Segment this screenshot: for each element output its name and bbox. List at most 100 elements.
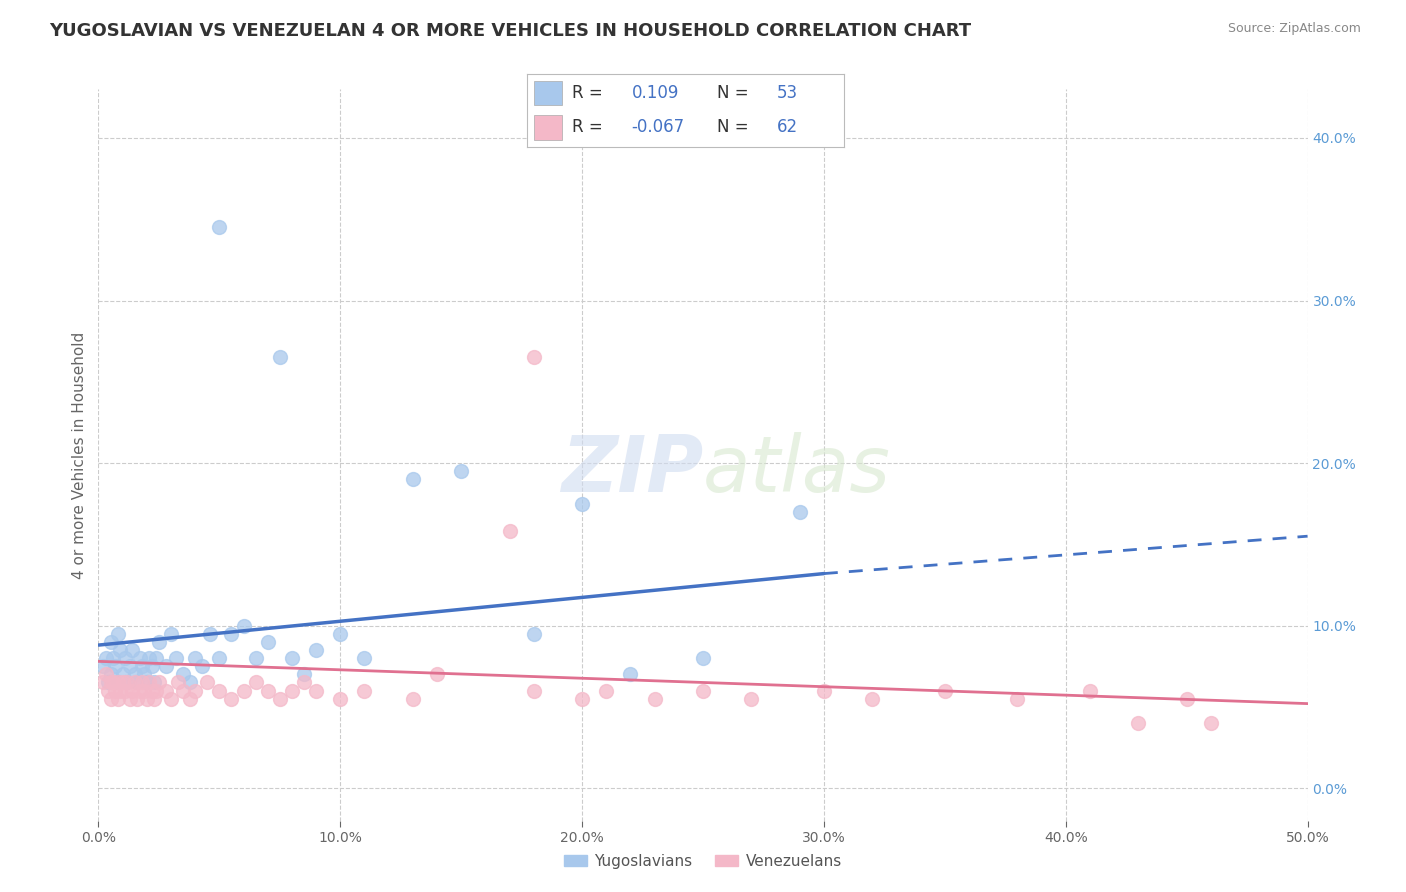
Point bbox=[329, 626, 352, 640]
Point bbox=[100, 635, 122, 649]
Point bbox=[245, 675, 267, 690]
Bar bbox=[534, 115, 562, 140]
Point bbox=[148, 635, 170, 649]
Point bbox=[191, 659, 214, 673]
Point bbox=[426, 667, 449, 681]
Point bbox=[179, 675, 201, 690]
Point bbox=[172, 683, 194, 698]
Point bbox=[523, 626, 546, 640]
Point bbox=[208, 651, 231, 665]
Point bbox=[1078, 683, 1101, 698]
Point bbox=[305, 683, 328, 698]
Point bbox=[100, 667, 122, 681]
Point bbox=[141, 659, 163, 673]
Point bbox=[91, 659, 114, 673]
Point bbox=[97, 683, 120, 698]
Text: N =: N = bbox=[717, 119, 748, 136]
Point bbox=[100, 675, 122, 690]
Point bbox=[148, 675, 170, 690]
Point bbox=[184, 651, 207, 665]
Point bbox=[117, 675, 139, 690]
Point bbox=[100, 691, 122, 706]
Text: atlas: atlas bbox=[703, 432, 891, 508]
Point bbox=[692, 683, 714, 698]
Point bbox=[1199, 716, 1222, 731]
Point bbox=[165, 651, 187, 665]
Legend: Yugoslavians, Venezuelans: Yugoslavians, Venezuelans bbox=[558, 848, 848, 875]
Point bbox=[97, 675, 120, 690]
Y-axis label: 4 or more Vehicles in Household: 4 or more Vehicles in Household bbox=[72, 331, 87, 579]
Point bbox=[269, 691, 291, 706]
Point bbox=[143, 691, 166, 706]
Point bbox=[124, 675, 146, 690]
Point bbox=[269, 351, 291, 365]
Point bbox=[124, 667, 146, 681]
Point bbox=[571, 497, 593, 511]
Text: R =: R = bbox=[571, 84, 602, 102]
Point bbox=[160, 626, 183, 640]
Point bbox=[1175, 691, 1198, 706]
Point bbox=[221, 626, 243, 640]
Point bbox=[107, 675, 129, 690]
Point bbox=[179, 691, 201, 706]
Point bbox=[111, 675, 134, 690]
Point bbox=[221, 691, 243, 706]
Text: -0.067: -0.067 bbox=[631, 119, 685, 136]
Point bbox=[292, 675, 315, 690]
Point bbox=[135, 691, 157, 706]
Point bbox=[118, 691, 141, 706]
Point bbox=[160, 691, 183, 706]
Point bbox=[108, 683, 131, 698]
Point bbox=[329, 691, 352, 706]
Point bbox=[1128, 716, 1150, 731]
Point bbox=[523, 351, 546, 365]
Point bbox=[135, 675, 157, 690]
Point bbox=[101, 675, 124, 690]
Point bbox=[131, 659, 153, 673]
Text: N =: N = bbox=[717, 84, 748, 102]
Point bbox=[450, 464, 472, 478]
Point bbox=[127, 675, 149, 690]
Point bbox=[184, 683, 207, 698]
Point bbox=[155, 659, 177, 673]
Point bbox=[167, 675, 190, 690]
Point bbox=[107, 691, 129, 706]
Point bbox=[1007, 691, 1029, 706]
Point bbox=[111, 667, 134, 681]
Point bbox=[134, 667, 156, 681]
Point bbox=[131, 675, 153, 690]
Point bbox=[118, 659, 141, 673]
Point bbox=[155, 683, 177, 698]
Point bbox=[114, 651, 136, 665]
Point bbox=[104, 659, 127, 673]
Point bbox=[619, 667, 641, 681]
Point bbox=[138, 675, 160, 690]
Point bbox=[813, 683, 835, 698]
Point bbox=[232, 618, 254, 632]
Point bbox=[94, 651, 117, 665]
Point bbox=[571, 691, 593, 706]
Point bbox=[692, 651, 714, 665]
Point bbox=[789, 505, 811, 519]
Point bbox=[104, 683, 127, 698]
Text: R =: R = bbox=[571, 119, 602, 136]
Text: 0.109: 0.109 bbox=[631, 84, 679, 102]
Point bbox=[198, 626, 221, 640]
Point bbox=[292, 667, 315, 681]
Point bbox=[195, 675, 218, 690]
Point bbox=[108, 643, 131, 657]
Point bbox=[107, 675, 129, 690]
Point bbox=[934, 683, 956, 698]
Text: YUGOSLAVIAN VS VENEZUELAN 4 OR MORE VEHICLES IN HOUSEHOLD CORRELATION CHART: YUGOSLAVIAN VS VENEZUELAN 4 OR MORE VEHI… bbox=[49, 22, 972, 40]
Bar bbox=[534, 80, 562, 105]
Point bbox=[208, 220, 231, 235]
Point bbox=[101, 651, 124, 665]
Point bbox=[128, 683, 150, 698]
Point bbox=[740, 691, 762, 706]
Text: 62: 62 bbox=[778, 119, 799, 136]
Point bbox=[145, 683, 167, 698]
Point bbox=[172, 667, 194, 681]
Point bbox=[134, 683, 156, 698]
Point bbox=[141, 683, 163, 698]
Point bbox=[127, 691, 149, 706]
